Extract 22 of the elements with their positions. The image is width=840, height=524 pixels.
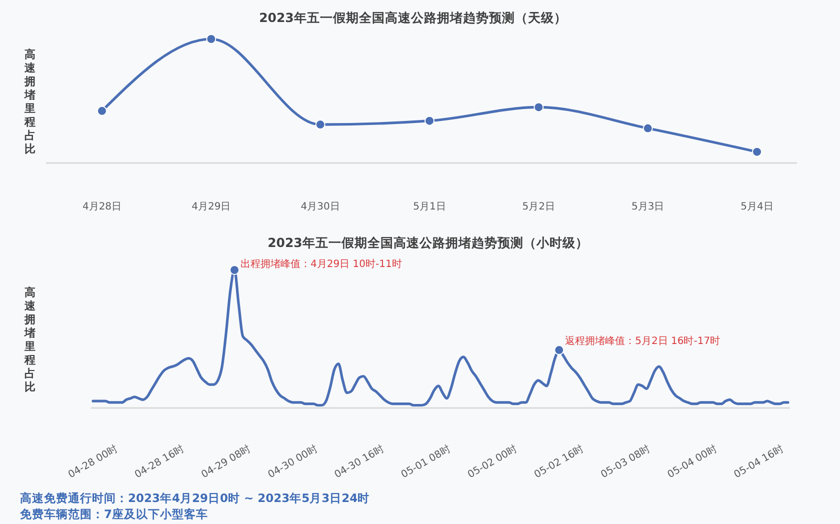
point <box>424 116 434 126</box>
point <box>642 123 653 134</box>
point <box>315 120 326 130</box>
y-axis-title: 高速拥堵里程占比 <box>24 286 36 394</box>
x-tick-label: 4月28日 <box>82 202 122 213</box>
point <box>534 102 544 112</box>
annotation: 出程拥堵峰值：4月29日 10时-11时 <box>240 258 402 270</box>
y-axis-title: 高速拥堵里程占比 <box>24 48 36 156</box>
x-tick-label: 4月29日 <box>192 202 231 213</box>
annotation: 返程拥堵峰值：5月2日 16时-17时 <box>565 335 720 348</box>
x-tick-label: 4月30日 <box>300 202 340 213</box>
point <box>206 34 216 44</box>
x-tick-label: 5月3日 <box>631 202 664 213</box>
x-tick-label: 5月1日 <box>413 202 446 213</box>
point <box>97 106 107 116</box>
text: 免费车辆范围：7座及以下小型客车 <box>19 507 208 521</box>
x-tick-label: 5月4日 <box>740 202 774 213</box>
chart-title: 2023年五一假期全国高速公路拥堵趋势预测（天级） <box>259 10 567 25</box>
chart-title: 2023年五一假期全国高速公路拥堵趋势预测（小时级） <box>268 235 588 250</box>
text: 高速免费通行时间：2023年4月29日0时 ~ 2023年5月3日24时 <box>20 491 370 505</box>
point <box>752 146 762 157</box>
x-tick-label: 5月2日 <box>522 202 556 213</box>
